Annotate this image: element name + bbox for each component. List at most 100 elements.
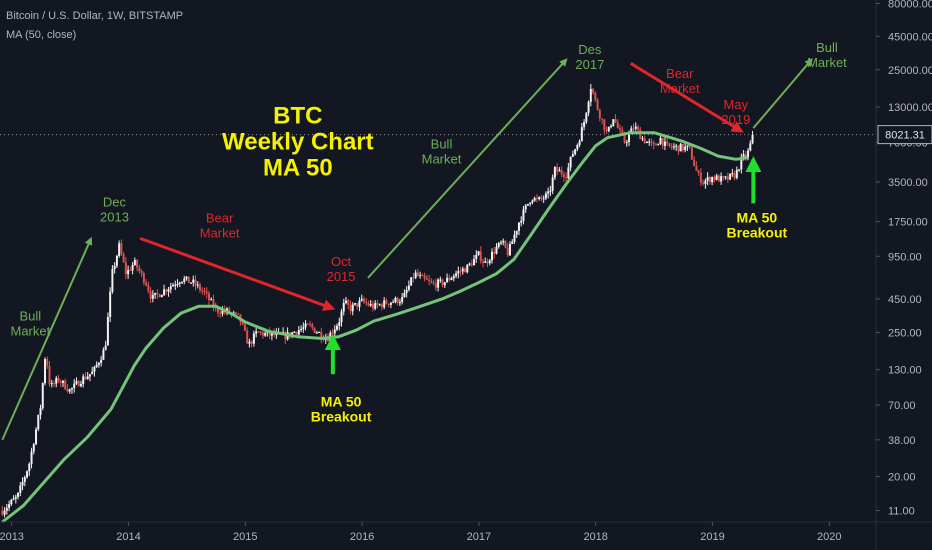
candle-body — [733, 173, 736, 179]
time-axis[interactable]: 2013 2014 2015 2016 2017 2018 2019 2020 — [0, 521, 932, 543]
candle-body — [297, 330, 300, 335]
candle-body — [342, 302, 345, 312]
candle-body — [26, 471, 29, 478]
candle-body — [490, 251, 493, 261]
btc-weekly-title-line: BTC — [273, 102, 322, 129]
price-tick-label: 38.00 — [888, 435, 916, 447]
candle-body — [302, 327, 305, 329]
candle-body — [93, 366, 96, 372]
candle-body — [452, 276, 455, 279]
candle-body — [300, 328, 303, 331]
candle-body — [219, 312, 222, 314]
candle-body — [250, 341, 253, 344]
candle-body — [178, 282, 181, 284]
candle-body — [580, 127, 583, 142]
candle-body — [10, 499, 13, 505]
candle-body — [154, 292, 157, 295]
candle-body — [66, 389, 69, 392]
candle-body — [455, 273, 458, 277]
candle-body — [578, 141, 581, 146]
candle-body — [625, 141, 628, 143]
candle-body — [336, 325, 339, 330]
time-tick-label: 2017 — [467, 531, 491, 543]
candle-body — [470, 263, 473, 266]
candle-body — [661, 137, 664, 146]
candle-body — [738, 169, 741, 171]
price-tick-label: 130.00 — [888, 365, 922, 377]
candle-body — [32, 444, 35, 452]
plot-area[interactable] — [0, 83, 876, 524]
candle-body — [432, 282, 435, 284]
candle-body — [416, 272, 419, 276]
candle-body — [522, 209, 525, 221]
candle-body — [192, 279, 195, 283]
candle-body — [464, 268, 467, 273]
candle-body — [650, 141, 653, 143]
oct-2015-line: Oct — [331, 254, 352, 269]
candle-body — [598, 109, 601, 119]
ma50-line[interactable] — [1, 131, 748, 524]
candle-body — [632, 128, 635, 130]
candle-body — [212, 299, 215, 308]
candle-body — [428, 279, 431, 282]
candle-body — [513, 234, 516, 242]
candle-body — [293, 332, 296, 334]
candle-body — [695, 166, 698, 171]
candle-body — [167, 289, 170, 292]
candle-body — [318, 332, 321, 334]
candle-body — [430, 281, 433, 283]
price-axis[interactable]: 11.00 20.00 38.00 70.00 130.00 250.00 450.00 95… — [875, 0, 932, 550]
candle-body — [699, 172, 702, 183]
candle-body — [672, 146, 675, 148]
candle-body — [585, 112, 588, 123]
candle-body — [187, 276, 190, 283]
candle-body — [648, 141, 651, 143]
candle-body — [735, 169, 738, 179]
candle-body — [652, 142, 655, 145]
candle-body — [75, 381, 78, 384]
candle-body — [459, 271, 462, 273]
candle-body — [306, 323, 309, 325]
price-tick-label: 45000.00 — [888, 31, 932, 43]
arrow-bear-2014 — [139, 236, 336, 311]
candle-body — [174, 284, 177, 286]
candle-body — [261, 332, 264, 336]
bull-market-2013-line: Market — [11, 324, 51, 339]
time-tick-label: 2018 — [583, 531, 607, 543]
candle-body — [484, 261, 487, 264]
candle-body — [398, 301, 401, 304]
candle-body — [30, 451, 33, 464]
may-2019-line: 2019 — [721, 112, 750, 127]
candle-body — [315, 332, 318, 334]
candle-body — [380, 304, 383, 308]
candle-body — [309, 324, 312, 326]
candle-body — [313, 327, 316, 333]
candle-body — [88, 374, 91, 377]
candle-body — [1, 510, 4, 515]
dec-2013-line: 2013 — [100, 209, 129, 224]
candle-body — [61, 380, 64, 383]
candle-body — [70, 388, 73, 390]
candle-body — [421, 275, 424, 277]
candle-body — [264, 333, 267, 336]
candle-body — [210, 299, 213, 301]
candle-body — [149, 291, 152, 299]
candle-body — [237, 313, 240, 315]
candle-body — [131, 264, 134, 271]
candle-body — [601, 118, 604, 120]
candle-body — [183, 278, 186, 282]
candle-body — [255, 331, 258, 334]
candle-body — [14, 496, 17, 499]
candle-body — [59, 381, 62, 383]
time-tick-label: 2016 — [350, 531, 374, 543]
candle-body — [612, 119, 615, 126]
candle-body — [371, 303, 374, 309]
candle-body — [641, 138, 644, 140]
btc-weekly-title-line: MA 50 — [263, 154, 333, 181]
candle-body — [349, 304, 352, 312]
